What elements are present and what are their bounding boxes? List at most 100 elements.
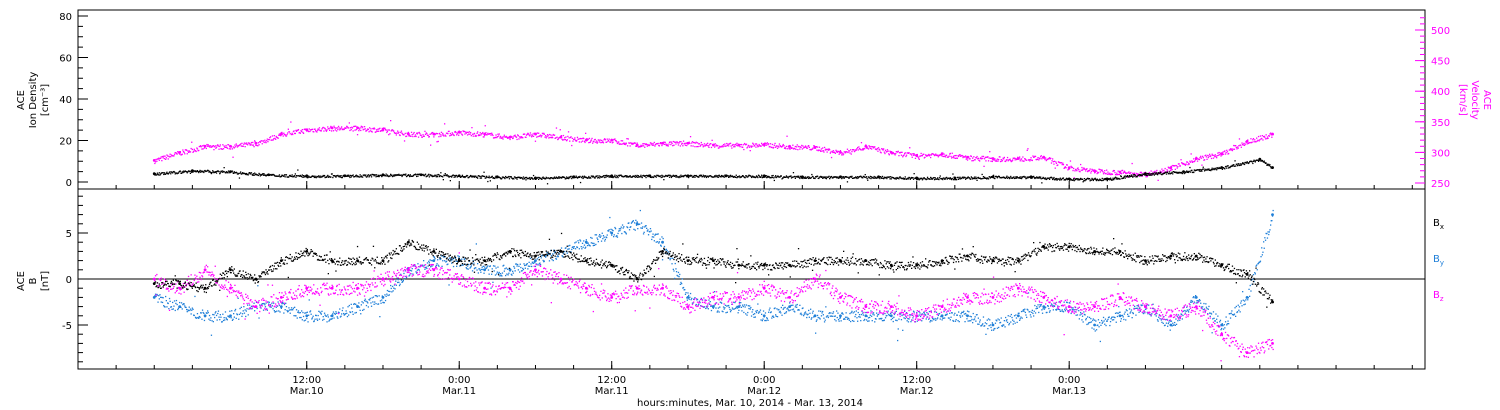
by-series-sample [538,263,540,265]
velocity-series-sample [1044,158,1046,161]
by-series-sample [726,311,728,313]
velocity-series-sample [207,144,209,146]
density-series-sample [951,178,953,181]
by-series-sample [811,312,814,314]
density-series-sample [343,174,345,177]
velocity-series-sample [500,137,502,139]
by-series-sample [383,302,385,304]
by-series-sample [290,307,293,309]
density-series-sample [1176,171,1178,174]
velocity-series-sample [820,150,822,152]
density-series-sample [321,176,323,178]
by-series-sample [512,272,514,274]
velocity-series-sample [1170,165,1173,167]
by-series-sample [187,309,189,311]
by-series-sample [221,321,223,323]
velocity-series-sample [886,151,888,153]
velocity-series-sample [1140,171,1142,173]
velocity-series-sample [180,154,183,156]
velocity-series-sample [212,145,214,147]
density-series-sample [1076,178,1079,180]
by-series-sample [412,273,414,275]
velocity-series-sample [1260,138,1262,140]
velocity-series-sample [154,161,157,163]
velocity-series-sample [501,136,504,138]
by-series-sample [825,306,827,308]
velocity-series-sample [822,147,824,149]
density-series-sample [1055,177,1058,180]
velocity-series-sample [327,126,329,128]
velocity-series-sample [428,136,430,138]
velocity-series-sample [394,132,396,134]
velocity-series-sample [1188,162,1190,164]
by-series-sample [371,297,373,299]
velocity-series-sample [165,158,167,160]
by-series-sample [352,313,354,315]
velocity-series-sample [581,138,583,140]
density-series-sample [685,174,687,177]
velocity-series-sample [390,130,392,132]
by-series-sample [154,293,157,295]
density-series-sample [715,174,717,177]
density-series-sample [912,178,915,180]
velocity-series-sample [468,131,471,133]
density-series-sample [984,176,986,178]
velocity-series-sample [420,134,422,136]
by-series-sample [298,312,300,314]
density-series-sample [916,179,918,181]
by-series-sample [525,264,527,266]
by-series-sample [276,305,279,307]
density-series-sample [816,175,819,177]
density-series-sample [238,172,240,175]
velocity-series-sample [200,145,202,147]
density-series-sample [886,177,888,180]
velocity-series-sample [1212,157,1215,159]
density-series-sample [522,178,524,180]
density-series-sample [646,175,648,177]
density-series-sample [1150,173,1152,175]
by-series-sample [479,269,481,271]
velocity-series-sample [624,142,626,144]
density-series-sample [715,175,718,177]
by-series-sample [332,313,334,315]
density-series-sample [881,177,883,179]
by-series-sample [592,242,594,244]
density-series-sample [1121,177,1124,179]
by-series-sample [591,237,593,239]
velocity-series-sample [751,145,753,147]
velocity-series-sample [261,140,263,142]
velocity-series-sample [703,143,706,145]
velocity-series-sample [1202,157,1204,159]
density-series-sample [727,175,729,177]
velocity-series-sample [1160,171,1162,173]
density-series-sample [710,176,713,178]
velocity-series-sample [659,142,661,145]
density-series-sample [898,178,900,180]
velocity-series-sample [506,137,509,139]
by-series-sample [416,269,418,271]
velocity-series-sample [567,135,569,138]
density-series-sample [602,175,605,177]
density-series-sample [195,171,197,173]
density-series-sample [408,174,410,177]
velocity-series-sample [789,148,791,150]
by-series-sample [675,268,677,270]
density-series-sample [1125,176,1127,178]
density-series-sample [733,176,735,178]
density-series-sample [1082,181,1084,183]
by-series-sample [853,320,855,322]
velocity-series-sample [920,152,922,155]
velocity-series-sample [599,139,601,141]
velocity-series-sample [1256,140,1258,142]
velocity-series-sample [534,140,537,142]
velocity-series-sample [649,144,651,146]
density-series-sample [760,176,762,178]
density-series-sample [369,174,371,176]
velocity-series-sample [629,145,631,147]
density-series-sample [535,178,537,180]
velocity-series-sample [590,140,592,142]
velocity-series-sample [1121,169,1124,172]
density-series-sample [220,170,222,172]
density-series-sample [389,175,391,177]
density-series-sample [980,178,983,180]
